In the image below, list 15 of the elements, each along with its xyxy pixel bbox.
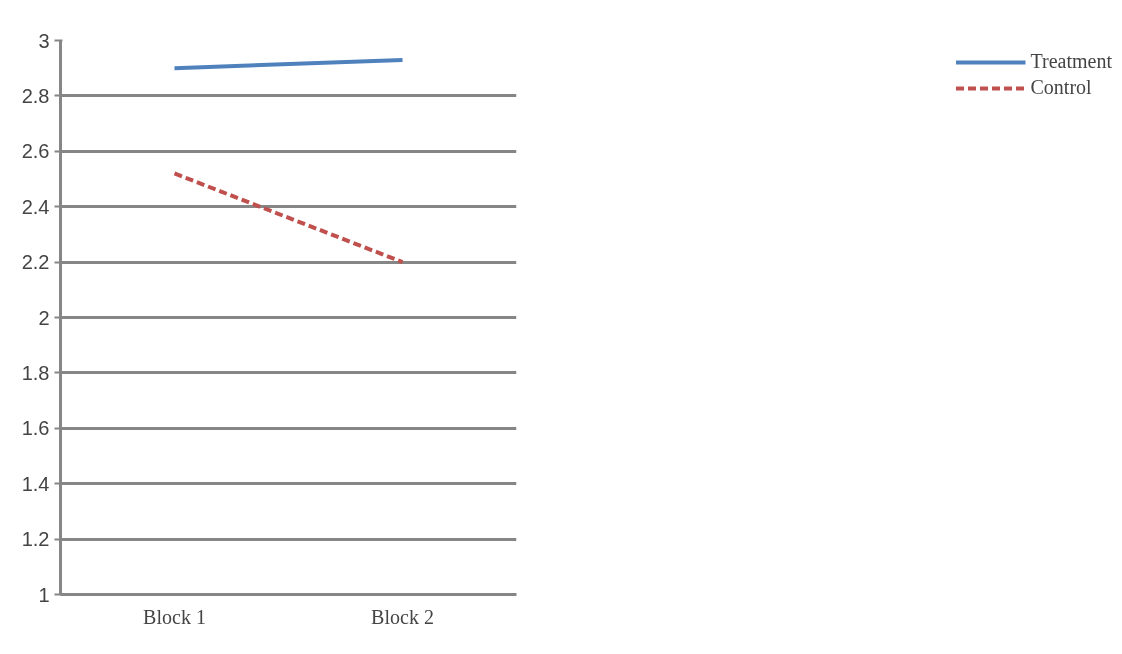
y-tick-label: 1 <box>38 583 50 606</box>
x-tick-label: Block 2 <box>371 605 434 628</box>
y-tick-label: 2.4 <box>21 195 50 218</box>
y-tick-label: 2.6 <box>21 140 50 163</box>
y-tick-label: 1.4 <box>21 472 50 495</box>
legend-label: Control <box>1030 76 1092 99</box>
y-tick-label: 3 <box>38 29 50 52</box>
y-tick-label: 1.8 <box>21 361 50 384</box>
legend-label: Treatment <box>1030 50 1112 73</box>
y-tick-label: 1.6 <box>21 417 50 440</box>
x-tick-label: Block 1 <box>143 605 206 628</box>
y-tick-label: 2.8 <box>21 84 50 107</box>
y-tick-label: 1.2 <box>21 528 50 551</box>
y-tick-label: 2 <box>38 306 50 329</box>
y-tick-label: 2.2 <box>21 251 50 274</box>
